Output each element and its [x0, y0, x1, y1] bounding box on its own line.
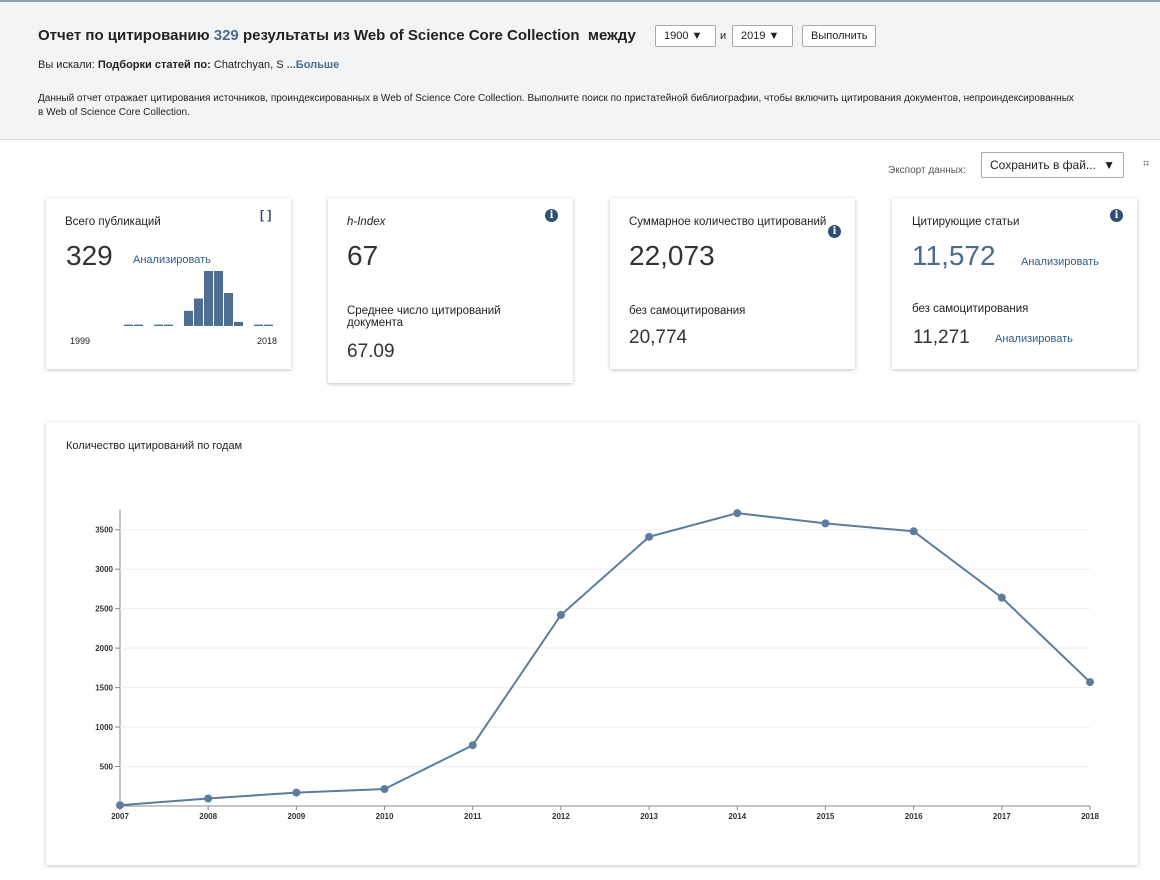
y-tick-label: 1500 [95, 684, 113, 693]
hist-bar [194, 298, 203, 326]
header [0, 0, 1160, 140]
hist-bar [214, 271, 223, 326]
to-year: 2019 [741, 30, 766, 42]
y-tick-label: 500 [100, 763, 114, 772]
title: Отчет по цитированию [38, 27, 210, 44]
card-value: 11,572 [912, 240, 996, 271]
hist-bar [154, 324, 163, 326]
analyze-link[interactable]: Анализировать [995, 333, 1073, 345]
x-tick-label: 2013 [640, 812, 658, 821]
card-title: Цитирующие статьи [912, 216, 1020, 228]
analyze-link[interactable]: Анализировать [1021, 256, 1099, 268]
hist-bar [204, 271, 213, 326]
line [119, 512, 1091, 807]
card-value: 329 [66, 240, 113, 271]
info-icon[interactable]: i [828, 225, 841, 238]
searched-label: Вы искали: [38, 59, 95, 71]
chart-card [46, 422, 1138, 865]
x-tick-label: 2008 [199, 812, 217, 821]
report-title: Отчет по цитированию 329 результаты из W… [38, 27, 636, 44]
hist-bar [124, 324, 133, 326]
between: между [587, 27, 636, 44]
x-tick-label: 2009 [287, 812, 305, 821]
card [610, 198, 855, 369]
more-link[interactable]: ...Больше [286, 59, 340, 71]
point [556, 610, 565, 619]
to-year-select[interactable]: 2019 ▼ [732, 25, 793, 47]
point [468, 741, 477, 750]
point [733, 509, 742, 518]
x-tick-label: 2010 [376, 812, 394, 821]
point [821, 519, 830, 528]
hist-bar [264, 324, 273, 326]
title-rest: результаты из Web of Science Core Collec… [242, 27, 580, 44]
y-tick-label: 1000 [95, 723, 113, 732]
from-year-select[interactable]: 1900 ▼ [655, 25, 716, 47]
point [380, 785, 389, 794]
card-value: 22,073 [629, 240, 715, 271]
hist-bar [184, 310, 193, 326]
mini-histogram [124, 271, 273, 326]
run-button[interactable]: Выполнить [802, 25, 877, 47]
x-tick-label: 2011 [464, 812, 482, 821]
card [328, 198, 573, 383]
y-tick-label: 3500 [95, 526, 113, 535]
card-title: Всего публикаций [65, 216, 161, 228]
card-subtitle: без самоцитирования [912, 303, 1029, 315]
count: 329 [213, 27, 239, 44]
card-value: 67 [347, 240, 379, 271]
searched-value: Chatrchyan, S [213, 59, 284, 71]
x-tick-label: 2016 [905, 812, 923, 821]
hist-bar [224, 293, 233, 326]
info-icon[interactable]: i [545, 209, 558, 222]
point [292, 788, 301, 797]
description: Данный отчет отражает цитирования источн… [38, 93, 1074, 118]
searched-kind: Подборки статей по: [97, 59, 211, 71]
from-year: 1900 [664, 30, 689, 42]
hist-bar [234, 321, 243, 326]
x-tick-label: 2014 [728, 812, 746, 821]
hist-bar [164, 324, 173, 326]
expand-icon[interactable]: [ ] [260, 208, 272, 222]
point [645, 532, 654, 541]
card-subtitle: Среднее число цитирований документа [347, 305, 501, 329]
card-subvalue: 20,774 [629, 327, 688, 348]
hist-start-label: 1999 [70, 336, 91, 346]
searched: Вы искали: Подборки статей по: Chatrchya… [38, 59, 339, 71]
hist-end-label: 2018 [257, 336, 278, 346]
analyze-link[interactable]: Анализировать [133, 254, 211, 266]
point [909, 527, 918, 536]
x-tick-label: 2007 [111, 812, 129, 821]
card [46, 198, 291, 369]
point [116, 801, 124, 810]
collapse-icon[interactable]: ⌗ [1143, 158, 1150, 170]
point [204, 794, 213, 803]
chart-title: Количество цитирований по годам [66, 440, 243, 452]
x-tick-label: 2015 [817, 812, 835, 821]
point [997, 593, 1006, 602]
hist-bar [134, 324, 143, 326]
export-label: Экспорт данных: [888, 165, 966, 176]
info-icon[interactable]: i [1110, 209, 1123, 222]
and: и [720, 30, 727, 42]
card-subvalue: 67.09 [347, 341, 395, 362]
y-tick-label: 2500 [95, 605, 113, 614]
export-value: Сохранить в фай... [990, 158, 1096, 172]
card [892, 198, 1137, 369]
y-tick-label: 3000 [95, 565, 113, 574]
x-tick-label: 2012 [552, 812, 570, 821]
card-subtitle: без самоцитирования [629, 305, 746, 317]
chart: 500 1000 1500 2000 2500 3000 3500 2007 2008 2009 2… [95, 509, 1099, 821]
card-title: h-Index [347, 216, 386, 228]
x-tick-label: 2017 [993, 812, 1011, 821]
hist-bar [254, 324, 263, 326]
card-title: Суммарное количество цитирований [629, 216, 827, 228]
export-select[interactable]: Сохранить в фай... ▼ [981, 152, 1124, 178]
y-tick-label: 2000 [95, 644, 113, 653]
card-subvalue: 11,271 [913, 327, 970, 348]
x-tick-label: 2018 [1081, 812, 1099, 821]
point [1086, 678, 1094, 687]
